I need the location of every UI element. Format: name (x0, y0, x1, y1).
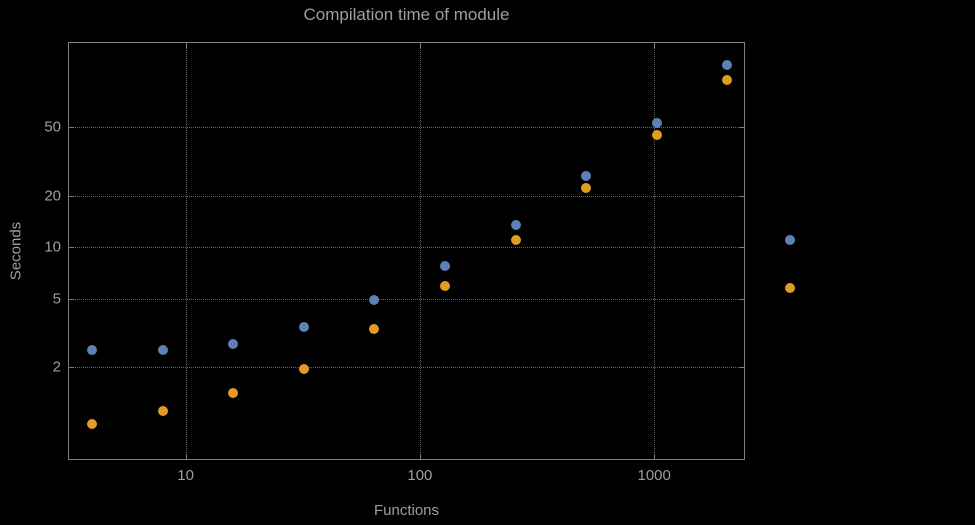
y-tick-label: 5 (52, 290, 61, 308)
data-point-series-orange (510, 234, 521, 245)
data-point-series-orange (581, 183, 592, 194)
legend-item (785, 235, 803, 245)
data-point-series-blue (298, 322, 309, 333)
x-tick-mark (654, 43, 656, 48)
y-tick-label: 2 (52, 358, 61, 376)
y-gridline (69, 195, 744, 197)
y-tick-mark (69, 127, 74, 129)
chart-title: Compilation time of module (303, 5, 510, 24)
legend-marker-icon (785, 235, 795, 245)
x-tick-mark (419, 43, 421, 48)
data-point-series-blue (722, 60, 733, 71)
x-gridline (185, 43, 187, 459)
y-tick-mark (69, 247, 74, 249)
data-point-series-orange (440, 281, 450, 292)
y-tick-mark (69, 366, 74, 368)
y-axis-label: Seconds (7, 221, 25, 281)
data-point-series-blue (510, 219, 521, 230)
data-point-series-blue (581, 171, 592, 182)
data-point-series-orange (651, 130, 662, 141)
x-tick-mark (185, 43, 187, 48)
data-point-series-blue (651, 118, 662, 129)
y-gridline (69, 298, 744, 300)
y-tick-mark (739, 298, 744, 300)
data-point-series-blue (87, 345, 98, 356)
data-point-series-orange (87, 419, 98, 430)
data-point-series-blue (228, 339, 239, 350)
y-tick-mark (739, 366, 744, 368)
y-gridline (69, 366, 744, 368)
x-tick-mark (654, 454, 656, 459)
data-point-series-orange (722, 74, 733, 85)
data-point-series-blue (157, 345, 168, 356)
x-tick-mark (185, 454, 187, 459)
y-tick-label: 10 (44, 238, 61, 256)
x-gridline (654, 43, 656, 459)
data-point-series-orange (228, 388, 239, 399)
x-tick-label: 10 (177, 467, 194, 484)
data-point-series-orange (157, 406, 168, 417)
data-point-series-orange (369, 324, 380, 335)
data-point-series-orange (298, 363, 309, 374)
x-tick-mark (419, 454, 421, 459)
y-tick-mark (69, 195, 74, 197)
y-tick-mark (739, 127, 744, 129)
legend (785, 235, 803, 293)
x-gridline (419, 43, 421, 459)
plot-area: 10 100 1000 2 5 10 20 50 (44, 42, 745, 484)
x-tick-label: 1000 (637, 467, 671, 484)
y-tick-label: 20 (44, 187, 61, 205)
legend-item (785, 283, 803, 293)
data-point-series-blue (369, 295, 380, 306)
x-axis-label: Functions (373, 502, 440, 519)
y-tick-mark (739, 247, 744, 249)
y-tick-mark (69, 298, 74, 300)
y-gridline (69, 127, 744, 129)
y-gridline (69, 247, 744, 249)
legend-marker-icon (785, 283, 795, 293)
y-tick-mark (739, 195, 744, 197)
data-point-series-blue (440, 260, 450, 271)
x-tick-label: 100 (407, 467, 433, 484)
y-tick-label: 50 (44, 118, 61, 136)
